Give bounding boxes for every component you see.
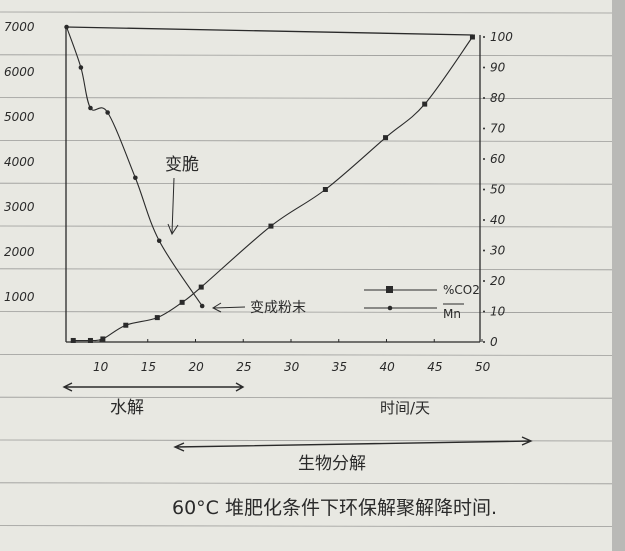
co2-point <box>100 336 106 342</box>
legend: %CO2 Mn <box>364 283 480 321</box>
ruled-line <box>0 396 613 399</box>
y-right-tick-label: 10 <box>490 305 506 319</box>
y-right-tick <box>483 36 485 38</box>
y-right-tick <box>483 280 485 282</box>
y-right-tick-label: 0 <box>490 335 498 349</box>
ruled-line <box>0 311 613 314</box>
mn-point <box>64 24 69 30</box>
x-tick-label: 50 <box>475 360 491 374</box>
y-right-tick-label: 70 <box>490 122 506 136</box>
powder-arrow <box>211 302 246 313</box>
y-right-tick-label: 80 <box>490 91 506 105</box>
co2-point <box>422 101 428 107</box>
y-left-tick-label: 7000 <box>4 20 35 34</box>
biodegradation-arrow <box>173 436 533 452</box>
brittle-arrow <box>167 177 179 236</box>
hydrolysis-arrow <box>62 382 245 392</box>
ruled-line <box>0 54 613 57</box>
ruled-line <box>0 482 613 485</box>
top-border <box>65 26 474 36</box>
mn-point <box>133 175 138 181</box>
co2-point <box>469 34 475 40</box>
label-hydrolysis: 水解 <box>110 398 144 418</box>
label-biodegradation: 生物分解 <box>298 454 366 474</box>
y-right-tick <box>483 219 485 221</box>
co2-point <box>322 187 328 192</box>
y-left-tick-label: 5000 <box>4 110 35 124</box>
y-right-tick <box>483 66 485 69</box>
y-right-tick <box>483 310 485 313</box>
y-right-tick <box>483 158 485 160</box>
co2-point <box>198 284 204 290</box>
legend-co2-marker <box>386 286 393 293</box>
legend-mn-marker <box>387 305 393 311</box>
ruled-line <box>0 525 613 527</box>
y-right-tick <box>483 127 485 130</box>
mn-point <box>88 105 93 111</box>
y-right-tick <box>483 97 485 99</box>
x-tick-label: 25 <box>236 360 251 374</box>
ruled-line <box>0 353 613 356</box>
co2-point <box>268 223 274 229</box>
co2-point <box>383 135 389 141</box>
co2-point <box>179 299 185 305</box>
x-tick-label: 10 <box>93 360 109 374</box>
x-tick-label: 15 <box>141 360 156 374</box>
y-right-tick-label: 100 <box>490 30 513 44</box>
x-tick-label: 35 <box>332 360 347 374</box>
ruled-line <box>0 225 613 228</box>
ruled-line <box>0 139 613 142</box>
y-left-tick-label: 3000 <box>4 200 35 214</box>
mn-point <box>199 303 205 309</box>
y-left-tick-label: 1000 <box>4 290 35 304</box>
page-edge <box>612 0 625 551</box>
tick-labels: 10 15 20 25 30 35 40 45 501000200030004000500060… <box>4 20 513 374</box>
y-right-tick-label: 50 <box>490 183 506 197</box>
y-right-tick-label: 60 <box>490 152 506 166</box>
ruled-line <box>0 182 613 185</box>
y-left-tick-label: 6000 <box>4 65 35 79</box>
x-tick-label: 40 <box>380 360 396 374</box>
y-right-tick <box>483 341 485 343</box>
y-right-tick-label: 40 <box>490 213 506 227</box>
mn-point <box>105 110 110 115</box>
x-axis-label: 时间/天 <box>380 399 430 417</box>
y-right-tick-label: 20 <box>490 274 506 288</box>
y-left-tick-label: 4000 <box>4 155 35 169</box>
mn-point <box>156 238 162 244</box>
y-left-tick-label: 2000 <box>4 245 35 259</box>
y-right-tick <box>483 249 485 252</box>
co2-point <box>87 337 93 343</box>
co2-point <box>70 337 76 343</box>
annotation-brittle: 变脆 <box>165 155 199 175</box>
mn-point <box>78 65 84 70</box>
caption: 60°C 堆肥化条件下环保解聚解降时间. <box>172 497 497 519</box>
ruled-line <box>0 97 613 99</box>
x-tick-label: 20 <box>189 360 205 374</box>
ruled-line <box>0 11 613 14</box>
series <box>64 24 475 343</box>
annotation-powder: 变成粉末 <box>250 300 306 316</box>
co2-point <box>154 315 160 321</box>
legend-co2-label: %CO2 <box>443 283 480 297</box>
series-line-1 <box>73 36 473 342</box>
y-right-tick-label: 90 <box>490 61 506 75</box>
co2-point <box>123 322 129 328</box>
x-tick-label: 30 <box>284 360 300 374</box>
axes <box>65 26 481 343</box>
legend-mn-label: Mn <box>443 307 461 321</box>
ruled-line <box>0 268 613 271</box>
ruled-lines <box>0 11 613 527</box>
y-right-tick-label: 30 <box>490 244 506 258</box>
y-right-tick <box>483 188 485 191</box>
x-tick-label: 45 <box>427 360 442 374</box>
